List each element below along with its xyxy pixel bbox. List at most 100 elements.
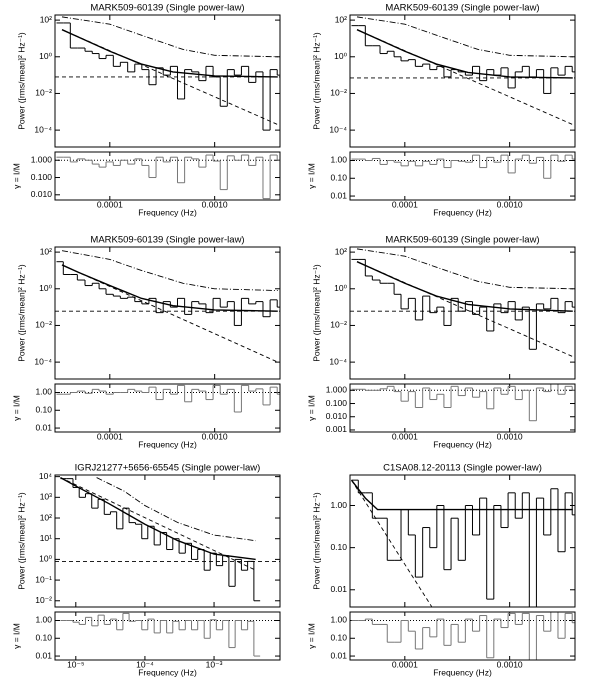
residual-axis-label: γ = I/M [306,623,316,649]
y-tick-label: 1.00 [35,615,52,625]
x-tick-label: 0.0001 [392,431,418,441]
residual-frame [54,611,281,661]
y-tick-label: 10⁰ [334,283,347,293]
x-tick-label: 0.0010 [497,431,523,441]
x-axis-label: Frequency (Hz) [433,439,492,449]
residual-area [55,384,280,413]
panel: MARK509-60139 (Single power-law) Frequenc… [11,235,281,449]
y-tick-label: 0.01 [330,584,347,594]
plot-area [350,16,575,126]
y-tick-label: 10⁰ [39,51,52,61]
plot-area [55,250,280,363]
periodogram-step-connector [72,478,255,601]
y-tick-label: 10⁻⁴ [34,124,52,134]
model-line [356,248,573,290]
y-tick-label: 10⁴ [39,471,52,481]
residual-axis-label: γ = I/M [306,395,316,421]
x-tick-label: 0.0001 [97,199,123,209]
y-tick-label: 10² [335,14,347,24]
residual-step-connector [69,155,278,199]
y-tick-label: 10⁻¹ [35,574,52,584]
y-tick-label: 0.100 [31,172,53,182]
residual-step-connector [364,155,573,179]
plot-frame [349,14,576,148]
residual-frame [349,611,576,661]
y-tick-label: 10⁻² [35,320,52,330]
residual-frame [54,383,281,433]
panel-title: IGRJ21277+5656-65545 (Single power-law) [75,463,261,474]
y-tick-label: 10⁻² [35,88,52,98]
x-axis-label: Frequency (Hz) [433,207,492,217]
panel: C1SA08.12-20113 (Single power-law) Freque… [306,463,576,677]
model-line [350,479,573,511]
y-tick-label: 10⁻² [35,595,52,605]
residual-area [350,154,575,179]
y-axis-label: Power ([rms/mean]² Hz⁻¹) [16,32,26,130]
y-tick-label: 10⁰ [39,554,52,564]
y-tick-label: 1.00 [35,387,52,397]
y-tick-label: 10² [40,246,52,256]
y-tick-label: 0.10 [330,173,347,183]
x-tick-label: 0.0010 [497,199,523,209]
y-tick-label: 0.10 [330,633,347,643]
y-tick-label: 10² [335,246,347,256]
residual-step-connector [364,612,573,660]
residual-step-connector [72,613,255,657]
panel: MARK509-60139 (Single power-law) Frequenc… [306,235,576,449]
y-tick-label: 0.01 [35,422,52,432]
y-tick-label: 0.010 [326,411,348,421]
y-tick-label: 1.00 [330,615,347,625]
panel-title: C1SA08.12-20113 (Single power-law) [383,463,542,474]
model-line [61,264,278,363]
model-line [356,261,573,358]
panel: IGRJ21277+5656-65545 (Single power-law) F… [11,463,281,677]
y-tick-label: 0.10 [330,542,347,552]
y-tick-label: 0.10 [35,405,52,415]
panel-title: MARK509-60139 (Single power-law) [90,3,244,14]
y-tick-label: 10⁻⁴ [34,356,52,366]
y-tick-label: 0.001 [326,424,348,434]
plot-area [350,248,575,358]
y-tick-label: 0.10 [35,633,52,643]
model-line [61,264,278,312]
panel: MARK509-60139 (Single power-law) Frequenc… [306,3,576,217]
x-axis-label: Frequency (Hz) [138,439,197,449]
residual-axis-label: γ = I/M [306,163,316,189]
x-axis-label: Frequency (Hz) [433,667,492,677]
residual-area [350,612,575,660]
y-tick-label: 0.01 [330,650,347,660]
y-tick-label: 10⁻² [330,320,347,330]
residual-step-connector [364,384,573,421]
y-axis-label: Power ([rms/mean]² Hz⁻¹) [311,264,321,362]
y-tick-label: 1.00 [330,155,347,165]
y-axis-label: Power ([rms/mean]² Hz⁻¹) [311,492,321,590]
y-tick-label: 10⁰ [39,283,52,293]
model-line [60,477,256,571]
y-tick-label: 10² [40,512,52,522]
model-line [356,16,573,58]
y-axis-label: Power ([rms/mean]² Hz⁻¹) [311,32,321,130]
y-tick-label: 10⁻² [330,88,347,98]
x-axis-label: Frequency (Hz) [138,207,197,217]
x-tick-label: 10⁻⁵ [67,659,84,669]
model-line [351,479,432,607]
model-line [356,29,573,126]
y-tick-label: 10⁰ [334,51,347,61]
panel-title: MARK509-60139 (Single power-law) [385,3,539,14]
residual-frame [54,151,281,201]
residual-area [55,612,280,657]
residual-area [350,384,575,422]
model-line [96,477,256,542]
model-line [356,29,573,79]
y-tick-label: 0.01 [330,190,347,200]
periodogram-step-connector [62,261,278,326]
plot-frame [54,246,281,380]
plot-frame [349,474,576,608]
residual-frame [349,383,576,433]
y-tick-label: 10⁻⁴ [329,356,347,366]
y-tick-label: 10² [40,14,52,24]
panel-title: MARK509-60139 (Single power-law) [385,235,539,246]
y-tick-label: 1.000 [31,154,53,164]
plot-area [350,479,575,607]
